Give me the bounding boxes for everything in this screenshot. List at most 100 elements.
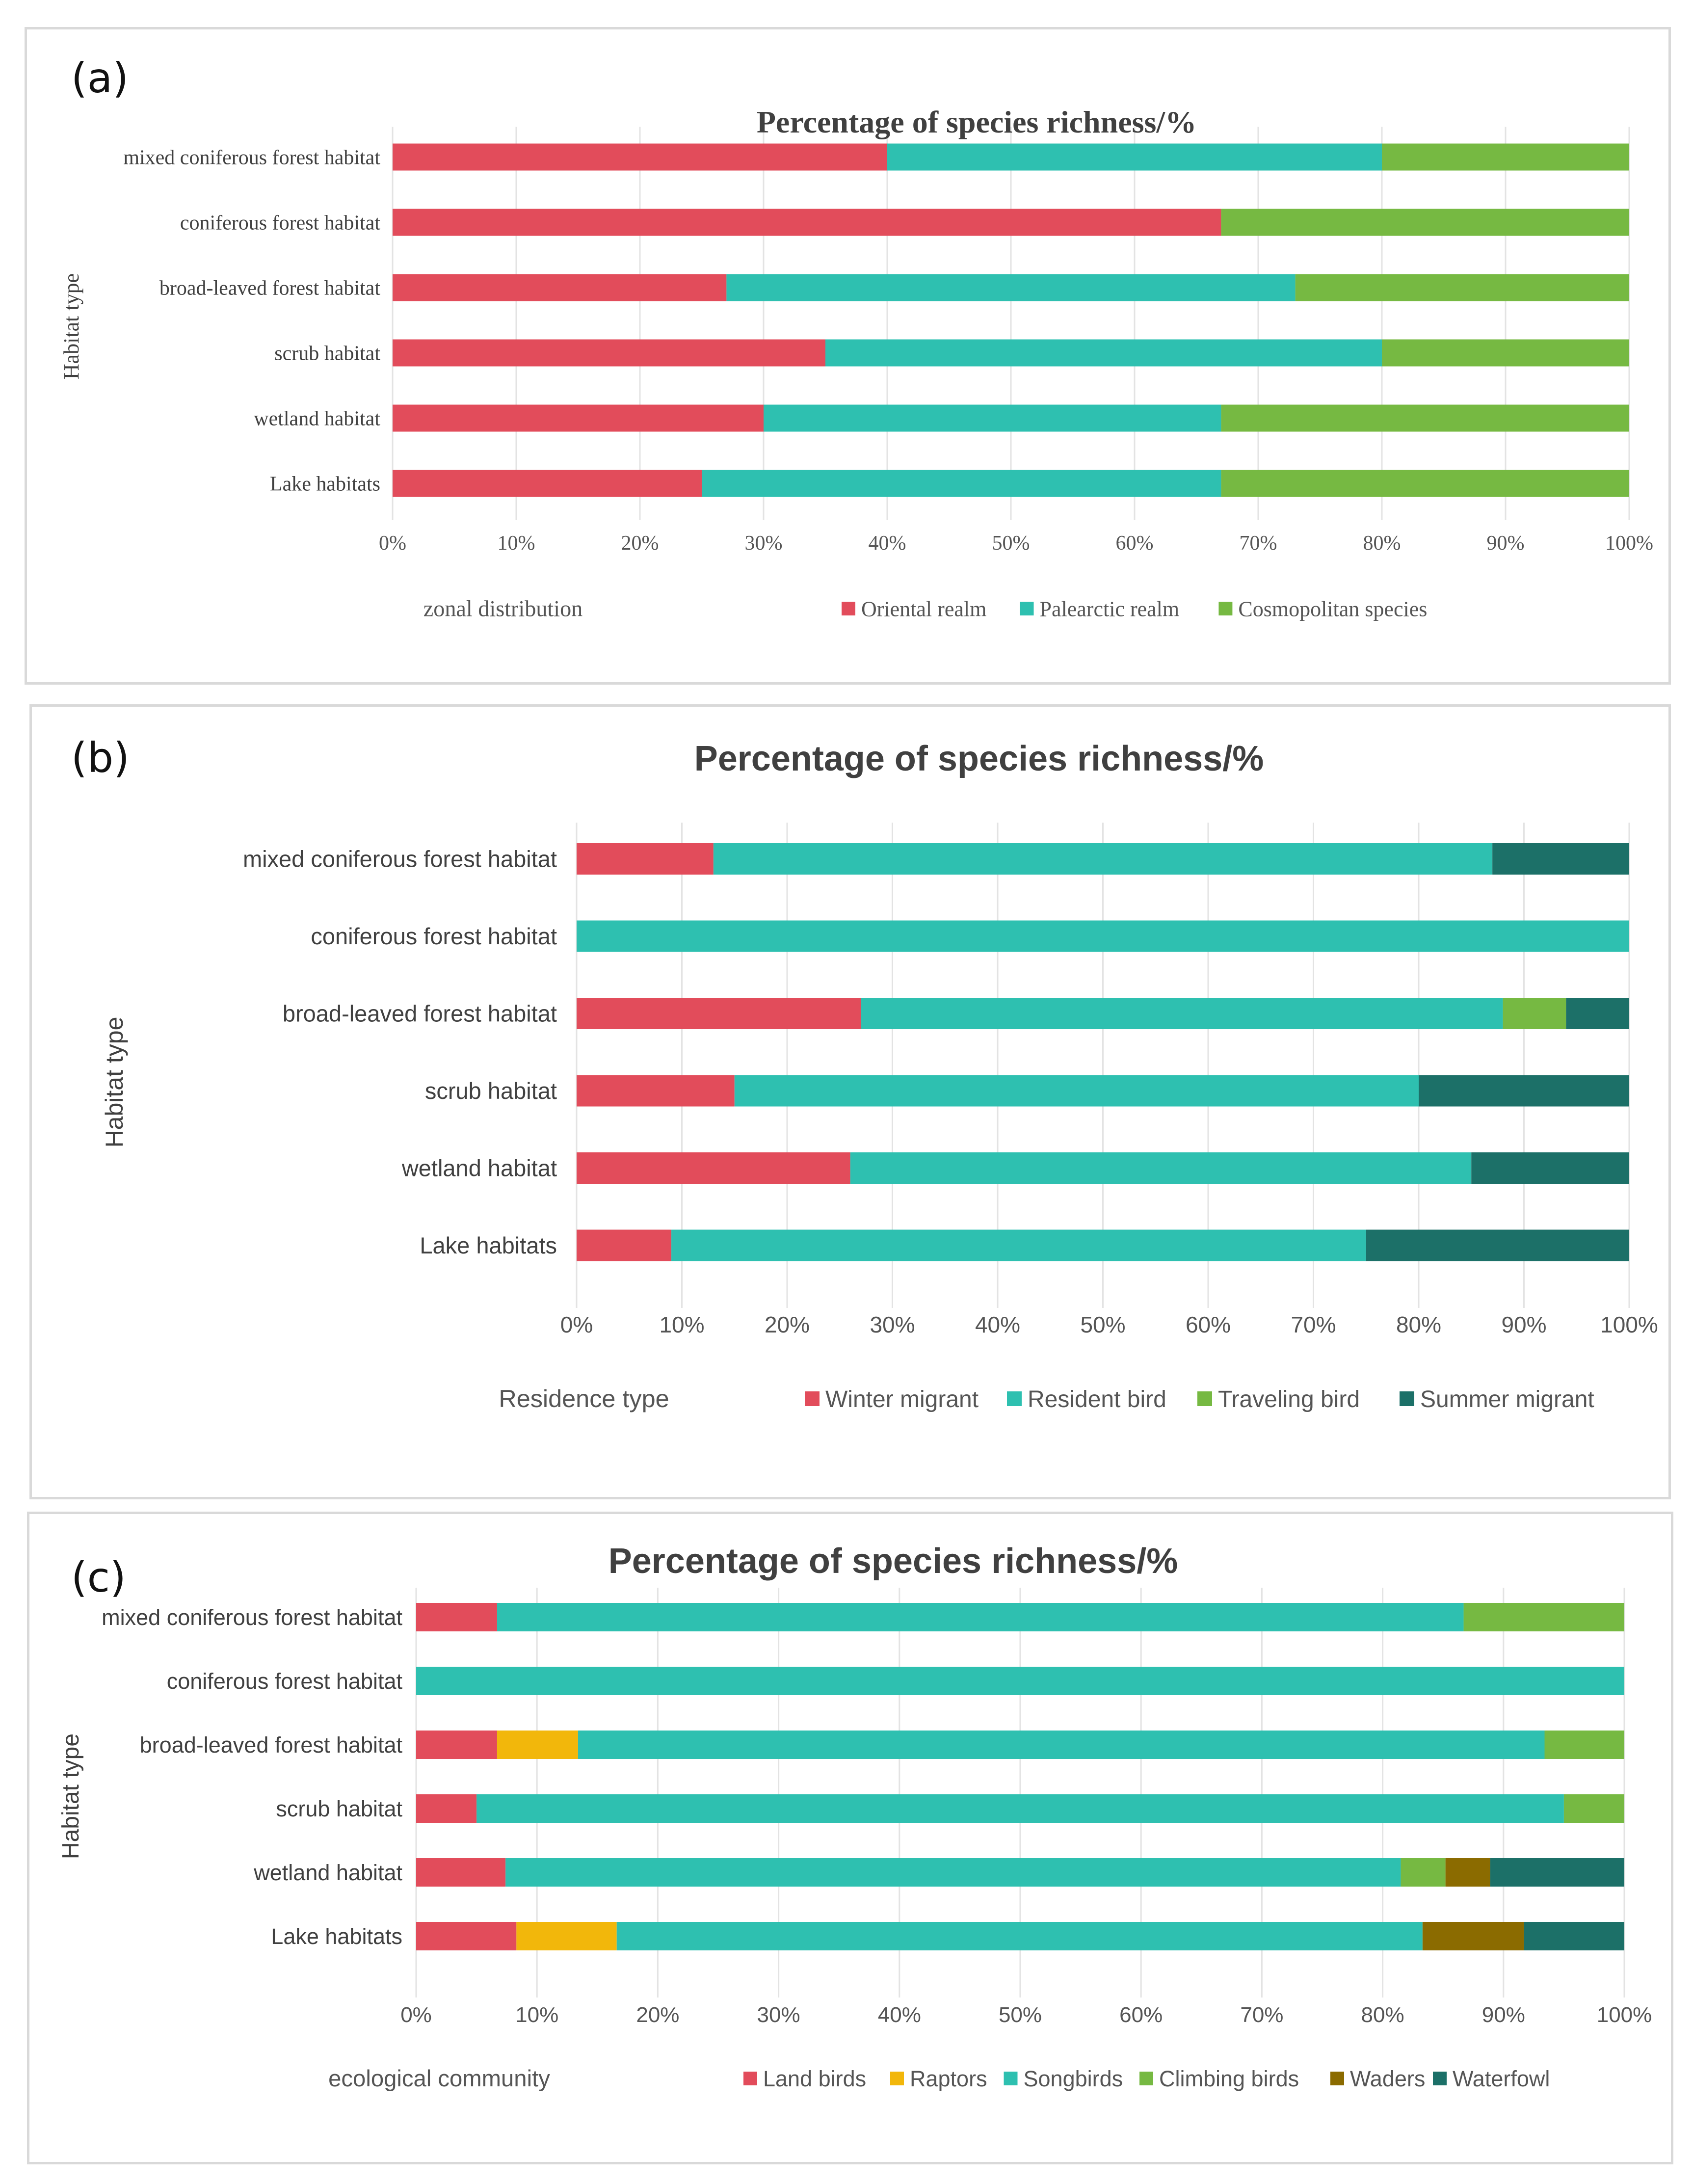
- legend-swatch-cosmopolitan-species: [1218, 602, 1233, 615]
- stacked-bar-chart: Percentage of species richness/% Habitat …: [59, 105, 1653, 621]
- bar-summer-migrant-wetland-habitat: [1471, 1152, 1629, 1184]
- legend-label-waders: Waders: [1350, 2066, 1425, 2091]
- x-tick-label: 80%: [1361, 2003, 1404, 2027]
- legend-swatch-waders: [1330, 2072, 1344, 2085]
- bar-land-birds-scrub-habitat: [416, 1794, 477, 1823]
- legend-label-climbing-birds: Climbing birds: [1159, 2066, 1299, 2091]
- category-label-mixed-coniferous-forest-habitat: mixed coniferous forest habitat: [102, 1605, 402, 1630]
- bar-palearctic-realm-wetland-habitat: [764, 404, 1221, 432]
- bar-waterfowl-wetland-habitat: [1490, 1858, 1624, 1887]
- bar-oriental-realm-wetland-habitat: [393, 404, 764, 432]
- x-tick-label: 0%: [400, 2003, 432, 2027]
- legend-swatch-resident-bird: [1007, 1391, 1022, 1406]
- legend-swatch-songbirds: [1004, 2072, 1018, 2085]
- bar-waterfowl-lake-habitats: [1524, 1922, 1624, 1950]
- legend-swatch-winter-migrant: [805, 1391, 820, 1406]
- bar-resident-bird-scrub-habitat: [734, 1075, 1419, 1107]
- legend-swatch-palearctic-realm: [1020, 602, 1034, 615]
- bar-winter-migrant-wetland-habitat: [577, 1152, 850, 1184]
- panel-label: (a): [71, 54, 129, 102]
- x-tick-label: 100%: [1600, 1312, 1658, 1337]
- bar-climbing-birds-broad-leaved-forest-habitat: [1544, 1731, 1624, 1759]
- bar-oriental-realm-coniferous-forest-habitat: [393, 209, 1221, 236]
- legend-label-cosmopolitan-species: Cosmopolitan species: [1238, 597, 1427, 621]
- bar-winter-migrant-lake-habitats: [577, 1229, 672, 1261]
- legend-swatch-climbing-birds: [1139, 2072, 1153, 2085]
- chart-title: Percentage of species richness/%: [757, 105, 1196, 139]
- x-tick-label: 90%: [1501, 1312, 1546, 1337]
- legend-swatch-land-birds: [743, 2072, 757, 2085]
- bar-palearctic-realm-mixed-coniferous-forest-habitat: [887, 143, 1382, 171]
- x-tick-label: 10%: [659, 1312, 704, 1337]
- category-label-scrub-habitat: scrub habitat: [425, 1078, 557, 1104]
- x-tick-label: 50%: [999, 2003, 1042, 2027]
- bar-palearctic-realm-broad-leaved-forest-habitat: [726, 274, 1296, 301]
- bar-oriental-realm-scrub-habitat: [393, 339, 825, 367]
- bar-songbirds-lake-habitats: [616, 1922, 1423, 1950]
- x-tick-label: 70%: [1291, 1312, 1336, 1337]
- bar-songbirds-wetland-habitat: [505, 1858, 1401, 1887]
- x-tick-label: 20%: [636, 2003, 679, 2027]
- legend-label-winter-migrant: Winter migrant: [825, 1386, 979, 1412]
- panel-label: (b): [71, 734, 130, 782]
- x-tick-label: 100%: [1605, 532, 1653, 555]
- bar-climbing-birds-wetland-habitat: [1401, 1858, 1446, 1887]
- bar-waders-wetland-habitat: [1445, 1858, 1490, 1887]
- legend-label-resident-bird: Resident bird: [1028, 1386, 1166, 1412]
- x-tick-label: 20%: [765, 1312, 810, 1337]
- x-tick-label: 30%: [870, 1312, 915, 1337]
- legend-label-palearctic-realm: Palearctic realm: [1040, 597, 1180, 621]
- gridlines: [392, 127, 1630, 520]
- bar-cosmopolitan-species-wetland-habitat: [1221, 404, 1629, 432]
- x-tick-label: 60%: [1186, 1312, 1231, 1337]
- bar-cosmopolitan-species-scrub-habitat: [1382, 339, 1629, 367]
- bar-land-birds-lake-habitats: [416, 1922, 517, 1950]
- panel-label: (c): [71, 1553, 126, 1601]
- bar-songbirds-broad-leaved-forest-habitat: [578, 1731, 1545, 1759]
- category-label-mixed-coniferous-forest-habitat: mixed coniferous forest habitat: [123, 147, 380, 169]
- x-tick-label: 80%: [1396, 1312, 1441, 1337]
- chart-title: Percentage of species richness/%: [608, 1542, 1178, 1581]
- chart-panel-c: (c) Percentage of species richness/% Habi…: [27, 1512, 1673, 2164]
- bar-palearctic-realm-scrub-habitat: [825, 339, 1382, 367]
- chart-title: Percentage of species richness/%: [694, 739, 1264, 778]
- bar-resident-bird-mixed-coniferous-forest-habitat: [713, 843, 1493, 875]
- bar-land-birds-wetland-habitat: [416, 1858, 506, 1887]
- bar-cosmopolitan-species-coniferous-forest-habitat: [1221, 209, 1629, 236]
- bar-oriental-realm-broad-leaved-forest-habitat: [393, 274, 727, 301]
- stacked-bar-chart: Percentage of species richness/% Habitat …: [58, 1542, 1652, 2092]
- bar-winter-migrant-mixed-coniferous-forest-habitat: [577, 843, 714, 875]
- bar-resident-bird-broad-leaved-forest-habitat: [861, 998, 1503, 1029]
- x-tick-label: 20%: [621, 532, 659, 555]
- category-label-wetland-habitat: wetland habitat: [253, 1860, 402, 1885]
- x-tick-label: 40%: [869, 532, 906, 555]
- bar-climbing-birds-scrub-habitat: [1563, 1794, 1624, 1823]
- legend-title: Residence type: [499, 1385, 669, 1412]
- legend-title: zonal distribution: [423, 596, 583, 621]
- bar-land-birds-broad-leaved-forest-habitat: [416, 1731, 497, 1759]
- legend-label-traveling-bird: Traveling bird: [1218, 1386, 1360, 1412]
- x-tick-label: 0%: [379, 532, 406, 555]
- category-label-broad-leaved-forest-habitat: broad-leaved forest habitat: [159, 277, 380, 300]
- legend-swatch-traveling-bird: [1197, 1391, 1212, 1406]
- x-tick-label: 60%: [1116, 532, 1154, 555]
- x-tick-label: 50%: [1080, 1312, 1125, 1337]
- x-tick-label: 80%: [1363, 532, 1401, 555]
- chart-panel-b: (b) Percentage of species richness/% Habi…: [29, 704, 1671, 1499]
- legend-label-oriental-realm: Oriental realm: [861, 597, 986, 621]
- legend-swatch-waterfowl: [1433, 2072, 1447, 2085]
- category-label-lake-habitats: Lake habitats: [271, 1924, 402, 1949]
- y-axis-label: Habitat type: [59, 273, 83, 379]
- category-label-scrub-habitat: scrub habitat: [274, 343, 380, 365]
- category-label-wetland-habitat: wetland habitat: [254, 408, 380, 430]
- y-axis-label: Habitat type: [58, 1733, 84, 1859]
- y-axis-label: Habitat type: [101, 1017, 128, 1148]
- bar-cosmopolitan-species-lake-habitats: [1221, 470, 1629, 497]
- category-label-coniferous-forest-habitat: coniferous forest habitat: [180, 212, 381, 235]
- x-tick-label: 100%: [1597, 2003, 1652, 2027]
- legend-label-land-birds: Land birds: [763, 2066, 866, 2091]
- legend-swatch-raptors: [890, 2072, 904, 2085]
- legend-label-raptors: Raptors: [910, 2066, 987, 2091]
- legend-title: ecological community: [328, 2066, 550, 2092]
- category-label-mixed-coniferous-forest-habitat: mixed coniferous forest habitat: [243, 846, 557, 872]
